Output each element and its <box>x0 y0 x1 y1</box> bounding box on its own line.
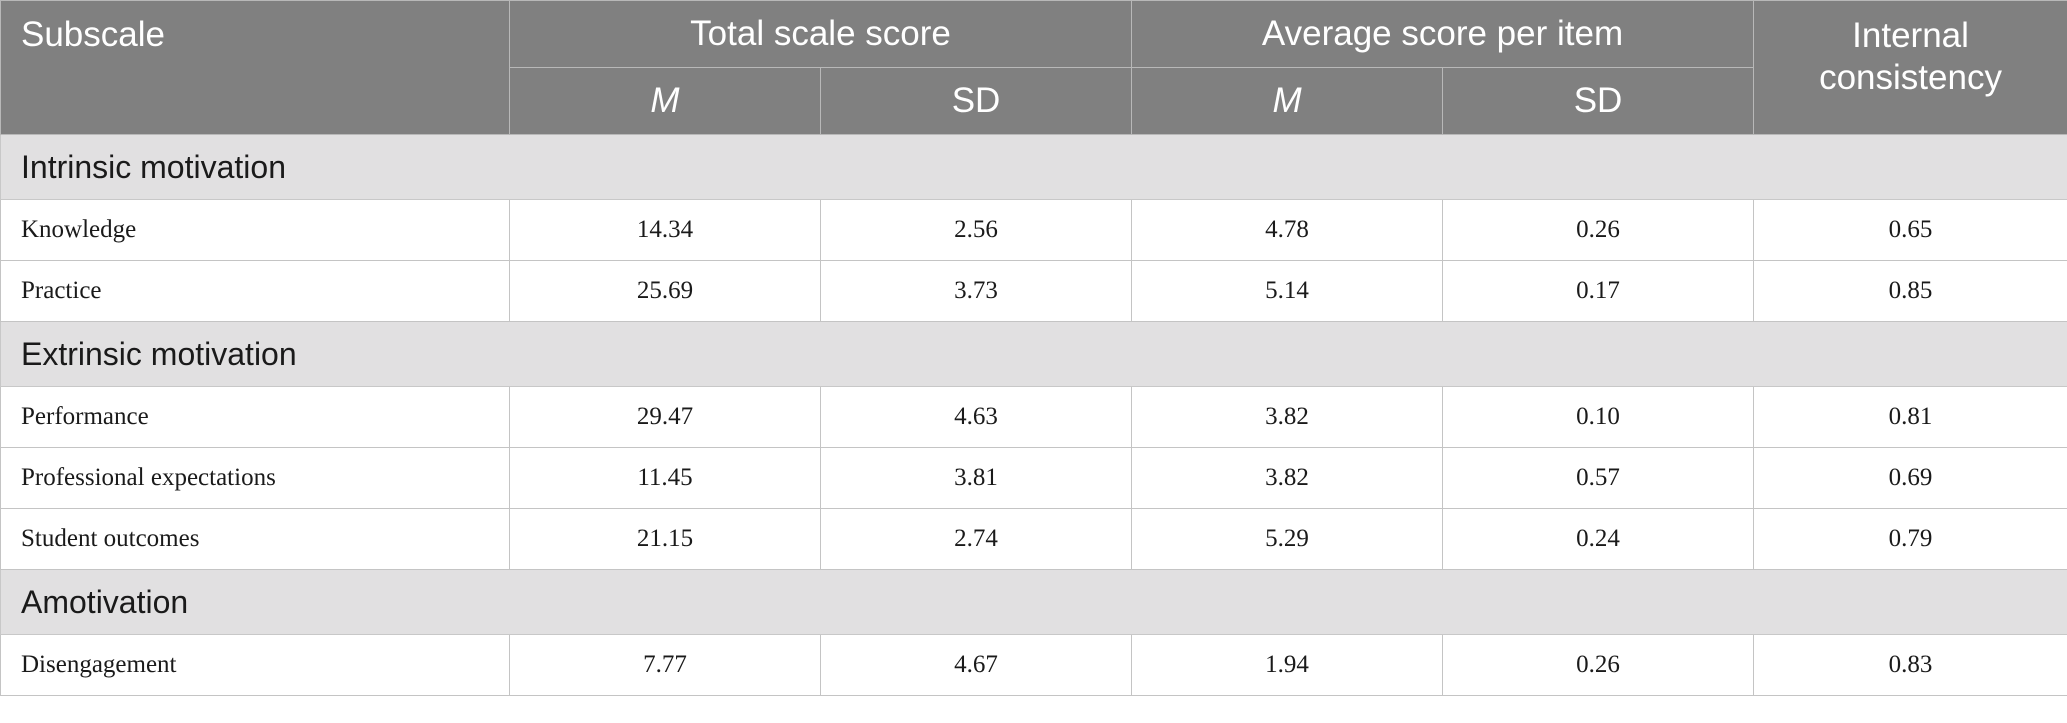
average-m-cell: 3.82 <box>1131 447 1444 509</box>
section-row: Extrinsic motivation <box>0 321 2067 387</box>
average-m-cell: 4.78 <box>1131 199 1444 261</box>
total-sd-cell: 3.73 <box>819 260 1133 322</box>
subscale-label: Student outcomes <box>0 508 510 570</box>
average-sd-cell: 0.26 <box>1442 634 1755 696</box>
average-sd-cell: 0.26 <box>1442 199 1755 261</box>
total-sd-cell: 3.81 <box>819 447 1133 509</box>
internal-consistency-header: Internal consistency <box>1753 0 2067 135</box>
table-row: Knowledge 14.34 2.56 4.78 0.26 0.65 <box>0 199 2067 261</box>
total-m-cell: 11.45 <box>509 447 821 509</box>
subscale-label: Disengagement <box>0 634 510 696</box>
table-row: Performance 29.47 4.63 3.82 0.10 0.81 <box>0 386 2067 448</box>
average-m-cell: 1.94 <box>1131 634 1444 696</box>
average-score-per-item-header: Average score per item <box>1131 0 1755 68</box>
table-row: Practice 25.69 3.73 5.14 0.17 0.85 <box>0 260 2067 322</box>
subscale-statistics-table: Subscale Total scale score Average score… <box>0 0 2067 696</box>
section-title: Intrinsic motivation <box>0 134 2067 200</box>
average-sd-cell: 0.17 <box>1442 260 1755 322</box>
table-body: Intrinsic motivation Knowledge 14.34 2.5… <box>0 134 2067 696</box>
average-m-cell: 5.29 <box>1131 508 1444 570</box>
table-row: Disengagement 7.77 4.67 1.94 0.26 0.83 <box>0 634 2067 696</box>
subscale-header: Subscale <box>0 0 510 135</box>
table-row: Professional expectations 11.45 3.81 3.8… <box>0 447 2067 509</box>
total-scale-score-header: Total scale score <box>508 0 1133 68</box>
internal-consistency-cell: 0.79 <box>1753 508 2067 570</box>
internal-consistency-cell: 0.81 <box>1753 386 2067 448</box>
internal-consistency-cell: 0.83 <box>1753 634 2067 696</box>
average-sd-cell: 0.10 <box>1442 386 1755 448</box>
total-sd-header: SD <box>819 67 1133 135</box>
subscale-label: Performance <box>0 386 510 448</box>
internal-consistency-cell: 0.65 <box>1753 199 2067 261</box>
subscale-label: Professional expectations <box>0 447 510 509</box>
total-m-cell: 29.47 <box>509 386 821 448</box>
average-m-cell: 5.14 <box>1131 260 1444 322</box>
subscale-label: Practice <box>0 260 510 322</box>
internal-consistency-cell: 0.69 <box>1753 447 2067 509</box>
total-sd-cell: 2.74 <box>819 508 1133 570</box>
total-m-cell: 25.69 <box>509 260 821 322</box>
total-m-header: M <box>509 67 821 135</box>
total-m-cell: 21.15 <box>509 508 821 570</box>
subscale-label: Knowledge <box>0 199 510 261</box>
average-sd-cell: 0.24 <box>1442 508 1755 570</box>
total-m-cell: 14.34 <box>509 199 821 261</box>
section-row: Amotivation <box>0 569 2067 635</box>
total-sd-cell: 4.63 <box>819 386 1133 448</box>
internal-consistency-cell: 0.85 <box>1753 260 2067 322</box>
total-sd-cell: 2.56 <box>819 199 1133 261</box>
average-sd-cell: 0.57 <box>1442 447 1755 509</box>
table-row: Student outcomes 21.15 2.74 5.29 0.24 0.… <box>0 508 2067 570</box>
average-m-header: M <box>1131 67 1444 135</box>
section-title: Extrinsic motivation <box>0 321 2067 387</box>
total-m-cell: 7.77 <box>509 634 821 696</box>
average-sd-header: SD <box>1442 67 1755 135</box>
section-title: Amotivation <box>0 569 2067 635</box>
section-row: Intrinsic motivation <box>0 134 2067 200</box>
average-m-cell: 3.82 <box>1131 386 1444 448</box>
table-header: Subscale Total scale score Average score… <box>0 0 2067 135</box>
total-sd-cell: 4.67 <box>819 634 1133 696</box>
